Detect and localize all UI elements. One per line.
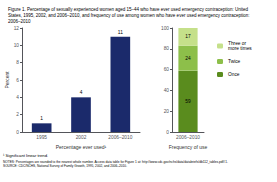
svg-text:Percent: Percent bbox=[4, 71, 10, 89]
svg-text:60: 60 bbox=[164, 67, 170, 72]
svg-text:Figure 1. Percentage of sexual: Figure 1. Percentage of sexually experie… bbox=[8, 7, 248, 12]
svg-text:NOTES: Percentages are rounded: NOTES: Percentages are rounded to the ne… bbox=[3, 160, 228, 164]
svg-text:24: 24 bbox=[185, 56, 191, 61]
svg-text:8: 8 bbox=[16, 60, 19, 65]
svg-text:20: 20 bbox=[164, 109, 170, 114]
svg-text:11: 11 bbox=[118, 30, 123, 35]
svg-text:0: 0 bbox=[16, 130, 19, 135]
svg-text:Frequency of use: Frequency of use bbox=[169, 144, 208, 150]
svg-text:80: 80 bbox=[164, 46, 170, 51]
svg-text:1: 1 bbox=[40, 116, 43, 121]
svg-text:59: 59 bbox=[185, 99, 191, 104]
svg-text:17: 17 bbox=[185, 34, 191, 39]
svg-text:SOURCE: CDC/NCHS, National Sur: SOURCE: CDC/NCHS, National Survey of Fam… bbox=[3, 164, 127, 168]
svg-text:States, 1995, 2002, and 2006–2: States, 1995, 2002, and 2006–2010, and f… bbox=[8, 13, 249, 18]
svg-text:10: 10 bbox=[14, 43, 20, 48]
svg-text:4: 4 bbox=[16, 95, 19, 100]
svg-text:2006–2010: 2006–2010 bbox=[176, 135, 200, 140]
svg-text:40: 40 bbox=[164, 88, 170, 93]
svg-text:Twice: Twice bbox=[228, 59, 241, 64]
svg-text:4: 4 bbox=[80, 90, 83, 95]
svg-text:6: 6 bbox=[16, 78, 19, 83]
svg-text:¹ Significant linear trend.: ¹ Significant linear trend. bbox=[3, 153, 48, 158]
svg-text:100: 100 bbox=[161, 26, 169, 31]
svg-text:more times: more times bbox=[228, 46, 252, 51]
svg-text:12: 12 bbox=[14, 26, 20, 31]
svg-text:1995: 1995 bbox=[36, 135, 47, 140]
svg-text:0: 0 bbox=[166, 130, 169, 135]
svg-text:Once: Once bbox=[228, 72, 240, 77]
svg-text:Percentage ever used¹: Percentage ever used¹ bbox=[56, 144, 107, 150]
svg-text:2002: 2002 bbox=[76, 135, 87, 140]
svg-text:2006–2010: 2006–2010 bbox=[108, 135, 132, 140]
svg-text:2006–2010: 2006–2010 bbox=[8, 19, 31, 24]
svg-text:Three or: Three or bbox=[228, 41, 247, 46]
svg-text:2: 2 bbox=[16, 112, 19, 117]
